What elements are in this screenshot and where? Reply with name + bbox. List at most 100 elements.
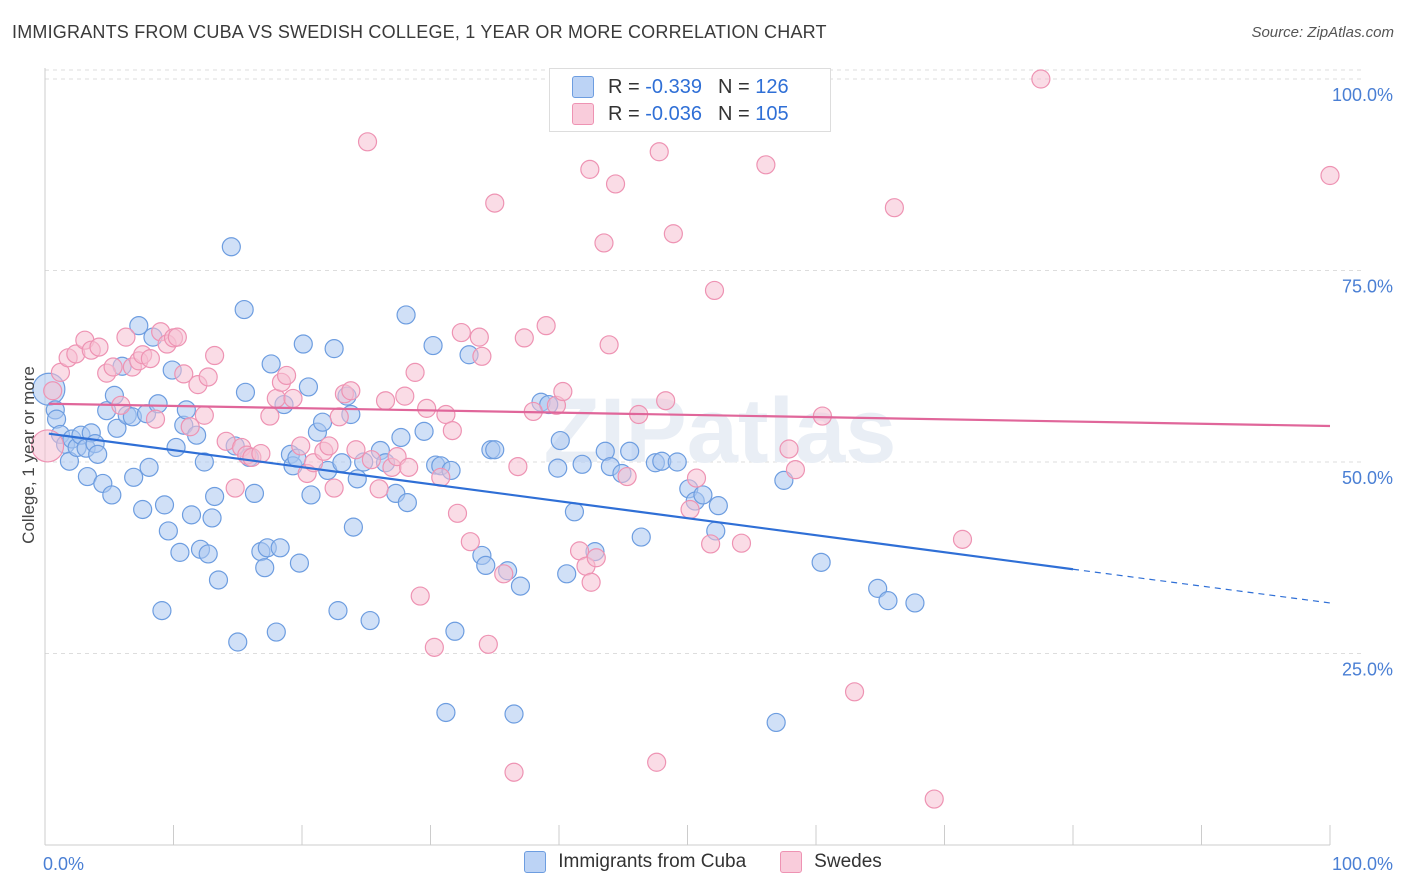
scatter-point xyxy=(472,346,492,366)
scatter-point xyxy=(414,421,434,441)
scatter-point xyxy=(447,503,468,523)
legend-item-cuba: Immigrants from Cuba xyxy=(524,851,746,873)
legend-n-label: N = xyxy=(717,75,750,98)
scatter-point xyxy=(580,159,600,179)
x-tick-label: 100.0% xyxy=(1332,854,1393,874)
y-tick-label: 50.0% xyxy=(1342,468,1393,488)
scatter-point xyxy=(667,452,687,472)
scatter-point xyxy=(255,558,275,578)
scatter-point xyxy=(423,335,443,356)
scatter-point xyxy=(557,564,577,584)
scatter-point xyxy=(234,299,254,320)
chart-title: IMMIGRANTS FROM CUBA VS SWEDISH COLLEGE,… xyxy=(12,22,827,42)
legend-label-swedes: Swedes xyxy=(814,851,882,872)
series-immigrants-from-cuba xyxy=(32,237,925,733)
scatter-point xyxy=(176,400,196,420)
scatter-point xyxy=(266,622,286,642)
scatter-point xyxy=(469,327,489,347)
scatter-point xyxy=(343,517,363,537)
scatter-point xyxy=(536,316,556,336)
scatter-point xyxy=(686,468,707,488)
scatter-point xyxy=(276,365,297,386)
scatter-point xyxy=(572,454,592,474)
scatter-point xyxy=(445,621,465,641)
scatter-point xyxy=(663,224,683,244)
scatter-point xyxy=(494,564,514,584)
scatter-point xyxy=(766,712,786,733)
scatter-point xyxy=(1031,69,1051,89)
scatter-point xyxy=(631,527,651,547)
scatter-point xyxy=(43,381,63,401)
legend-r-value: -0.339 xyxy=(645,75,702,98)
scatter-point xyxy=(170,542,190,562)
scatter-point xyxy=(180,417,200,437)
scatter-point xyxy=(139,457,159,477)
legend-n-label: N = xyxy=(717,102,750,125)
scatter-point xyxy=(508,456,528,477)
legend-n-value: 105 xyxy=(755,102,789,125)
scatter-point xyxy=(656,391,676,411)
scatter-point xyxy=(291,436,311,456)
scatter-point xyxy=(405,362,425,382)
scatter-point xyxy=(1320,165,1340,186)
scatter-point xyxy=(332,453,352,473)
scatter-point xyxy=(399,457,419,477)
scatter-point xyxy=(361,450,381,470)
scatter-point xyxy=(424,637,444,657)
scatter-point xyxy=(324,339,344,359)
scatter-point xyxy=(550,430,570,451)
scatter-point xyxy=(617,466,637,487)
scatter-point xyxy=(811,552,831,572)
gridlines xyxy=(45,69,1365,654)
scatter-point xyxy=(884,198,904,218)
scatter-point xyxy=(564,502,585,522)
scatter-point xyxy=(391,427,411,448)
tick-labels: 25.0% 50.0% 75.0% 100.0% 0.0% 100.0% xyxy=(43,85,1393,874)
scatter-point xyxy=(680,499,700,520)
scatter-point xyxy=(905,593,925,613)
scatter-point xyxy=(328,601,348,621)
scatter-point xyxy=(140,348,160,369)
scatter-point xyxy=(357,132,378,152)
y-tick-label: 75.0% xyxy=(1342,277,1393,297)
scatter-point xyxy=(301,485,321,505)
legend-item-swedes: Swedes xyxy=(780,851,882,873)
legend-label-cuba: Immigrants from Cuba xyxy=(558,851,747,872)
scatter-point xyxy=(298,377,319,397)
scatter-point xyxy=(410,586,430,606)
scatter-point xyxy=(779,439,799,459)
scatter-point xyxy=(599,335,619,355)
scatter-point xyxy=(261,354,281,374)
x-tick-label: 0.0% xyxy=(43,854,84,874)
scatter-point xyxy=(514,328,534,348)
scatter-point xyxy=(312,412,333,432)
correlation-legend: R = -0.339 N = 126 R = -0.036 N = 105 xyxy=(549,68,831,132)
scatter-point xyxy=(594,233,614,253)
scatter-point xyxy=(174,364,194,384)
series-legend: Immigrants from Cuba Swedes xyxy=(0,851,1406,873)
scatter-point xyxy=(225,478,245,498)
scatter-point xyxy=(103,357,123,377)
legend-row-swedes: R = -0.036 N = 105 xyxy=(572,101,789,127)
source-label: Source: ZipAtlas.com xyxy=(1251,24,1394,41)
scatter-point xyxy=(397,492,417,513)
scatter-point xyxy=(205,345,225,366)
trend-line-swedes xyxy=(48,402,1331,428)
scatter-point xyxy=(181,505,202,525)
scatter-point xyxy=(442,420,462,441)
scatter-point xyxy=(166,437,186,458)
scatter-point xyxy=(341,381,361,401)
scatter-point xyxy=(235,382,256,402)
scatter-point xyxy=(485,193,505,213)
scatter-point xyxy=(476,555,496,576)
scatter-point xyxy=(701,534,721,554)
legend-r-label: R = xyxy=(608,75,640,98)
scatter-point xyxy=(375,391,396,411)
scatter-point xyxy=(436,404,456,425)
scatter-point xyxy=(260,406,280,426)
scatter-point xyxy=(360,610,380,631)
watermark: ZIPatlas xyxy=(544,380,897,482)
scatter-point xyxy=(396,305,416,325)
scatter-point xyxy=(324,478,344,498)
scatter-point xyxy=(198,367,218,387)
